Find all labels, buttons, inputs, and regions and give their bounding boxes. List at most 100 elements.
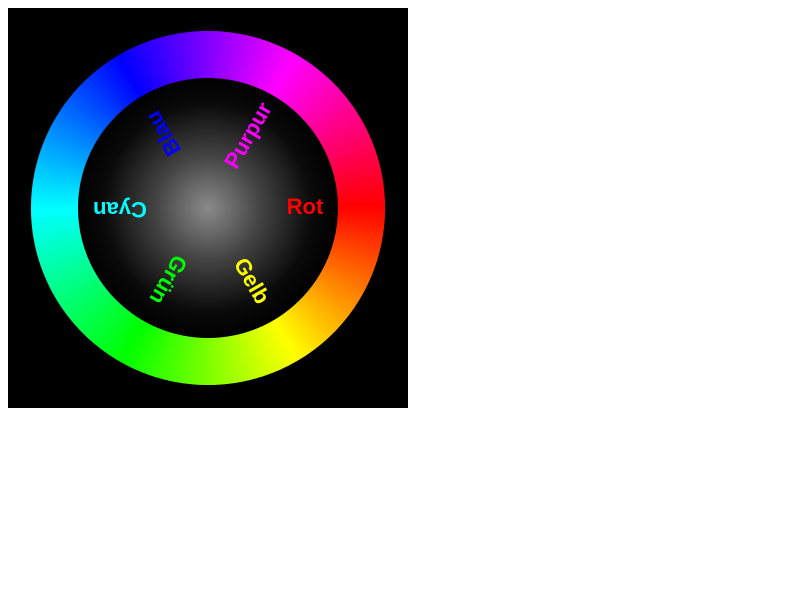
hue-ring-segment bbox=[77, 85, 116, 121]
hue-ring-segment bbox=[111, 316, 141, 359]
hue-ring-segment bbox=[238, 35, 254, 84]
hue-ring-segment bbox=[36, 159, 84, 176]
hue-ring-segment bbox=[322, 263, 368, 289]
hue-ring-segment bbox=[103, 312, 135, 354]
hue-ring-segment bbox=[317, 273, 361, 302]
hue-ring-segment bbox=[65, 99, 107, 132]
hue-ring-segment bbox=[246, 39, 266, 87]
hue-ring-segment bbox=[327, 253, 374, 275]
hue-ring-segment bbox=[316, 275, 359, 305]
hue-ring-segment bbox=[274, 316, 304, 360]
hue-ring-segment bbox=[313, 279, 356, 310]
hue-ring-segment bbox=[106, 313, 137, 356]
hue-ring-segment bbox=[37, 156, 85, 174]
hue-ring-segment bbox=[306, 93, 346, 127]
hue-ring-segment bbox=[85, 300, 121, 339]
hue-ring-segment bbox=[91, 305, 126, 345]
hue-ring-segment bbox=[280, 313, 311, 355]
hue-ring-segment bbox=[278, 314, 309, 357]
hue-ring-segment bbox=[301, 86, 340, 122]
hue-ring-segment bbox=[82, 299, 120, 337]
hue-ring-segment bbox=[114, 317, 143, 361]
hue-ring-segment bbox=[58, 109, 102, 139]
hue-ring-segment bbox=[80, 297, 118, 335]
hue-ring-segment bbox=[43, 138, 90, 161]
hue-ring-segment bbox=[71, 91, 111, 126]
hue-ring-segment bbox=[289, 306, 323, 346]
hue-ring-segment bbox=[116, 318, 145, 363]
hue-ring-segment bbox=[295, 300, 333, 338]
hue-ring-segment bbox=[144, 328, 165, 375]
hue-ring-segment bbox=[40, 147, 87, 168]
hue-ring-segment bbox=[63, 101, 105, 134]
hue-ring-segment bbox=[255, 43, 278, 90]
hue-ring-segment bbox=[68, 287, 109, 321]
hue-ring-segment bbox=[284, 65, 317, 107]
hue-ring-segment bbox=[59, 278, 102, 309]
hue-ring-segment bbox=[45, 133, 92, 157]
hue-ring-segment bbox=[122, 320, 149, 366]
hue-ring-segment bbox=[66, 285, 108, 319]
hue-ring-segment bbox=[86, 76, 122, 115]
hue-ring-segment bbox=[124, 321, 151, 367]
hue-ring-segment bbox=[94, 306, 128, 347]
hue-ring-segment bbox=[309, 284, 351, 317]
hue-ring-segment bbox=[306, 288, 347, 322]
hue-ring-segment bbox=[115, 54, 144, 99]
hue-ring-segment bbox=[315, 110, 359, 140]
hue-ring-segment bbox=[332, 238, 381, 254]
hue-ring-segment bbox=[120, 51, 148, 96]
hue-ring-segment bbox=[251, 41, 272, 88]
hue-ring-segment bbox=[41, 144, 88, 165]
hue-ring-segment bbox=[336, 206, 386, 212]
hue-ring-segment bbox=[48, 127, 94, 153]
hue-ring-segment bbox=[304, 90, 344, 126]
hue-ring-segment bbox=[52, 119, 97, 147]
hue-ring-segment bbox=[56, 274, 100, 304]
hue-ring-segment bbox=[293, 75, 329, 114]
hue-ring-segment bbox=[97, 66, 131, 108]
hue-ring-segment bbox=[308, 286, 349, 320]
hue-ring-segment bbox=[67, 96, 108, 130]
hue-ring-segment bbox=[320, 267, 366, 294]
hue-ring bbox=[31, 31, 386, 386]
hue-ring-segment bbox=[69, 94, 110, 128]
hue-ring-segment bbox=[133, 324, 157, 371]
hue-ring-segment bbox=[49, 124, 95, 151]
hue-ring-segment bbox=[311, 102, 353, 135]
hue-ring-segment bbox=[314, 277, 358, 307]
hue-ring-segment bbox=[320, 120, 365, 148]
color-wheel-canvas: Rot Purpur Blau Cyan Grün Gelb bbox=[8, 8, 408, 408]
hue-ring-segment bbox=[72, 290, 112, 326]
hue-ring-segment bbox=[331, 242, 379, 260]
hue-ring-segment bbox=[42, 141, 89, 163]
hue-ring-segment bbox=[297, 298, 335, 336]
hue-ring-segment bbox=[138, 326, 161, 373]
hue-ring-segment bbox=[329, 246, 377, 266]
hue-ring-segment bbox=[54, 272, 99, 301]
hue-ring-segment bbox=[50, 122, 96, 149]
hue-ring-segment bbox=[265, 49, 292, 95]
hue-ring-segment bbox=[263, 48, 289, 94]
hue-ring-segment bbox=[286, 67, 320, 108]
hue-ring-segment bbox=[332, 240, 380, 257]
hue-ring-segment bbox=[326, 255, 373, 278]
hue-ring-segment bbox=[88, 74, 124, 113]
hue-ring-segment bbox=[305, 290, 345, 325]
hue-ring-segment bbox=[74, 292, 113, 328]
label-cyan: Cyan bbox=[93, 197, 147, 222]
hue-ring-segment bbox=[81, 80, 119, 118]
hue-ring-segment bbox=[275, 57, 305, 100]
hue-ring-segment bbox=[299, 296, 337, 334]
hue-ring-segment bbox=[73, 89, 113, 125]
hue-ring-segment bbox=[319, 118, 363, 146]
hue-ring-segment bbox=[319, 269, 364, 297]
hue-ring-segment bbox=[314, 107, 357, 138]
hue-ring-segment bbox=[281, 62, 313, 104]
label-rot: Rot bbox=[287, 194, 324, 219]
hue-ring-segment bbox=[259, 45, 283, 92]
hue-ring-segment bbox=[35, 162, 84, 178]
hue-ring-segment bbox=[64, 283, 106, 316]
hue-ring-segment bbox=[290, 304, 326, 344]
hue-ring-segment bbox=[156, 331, 174, 379]
